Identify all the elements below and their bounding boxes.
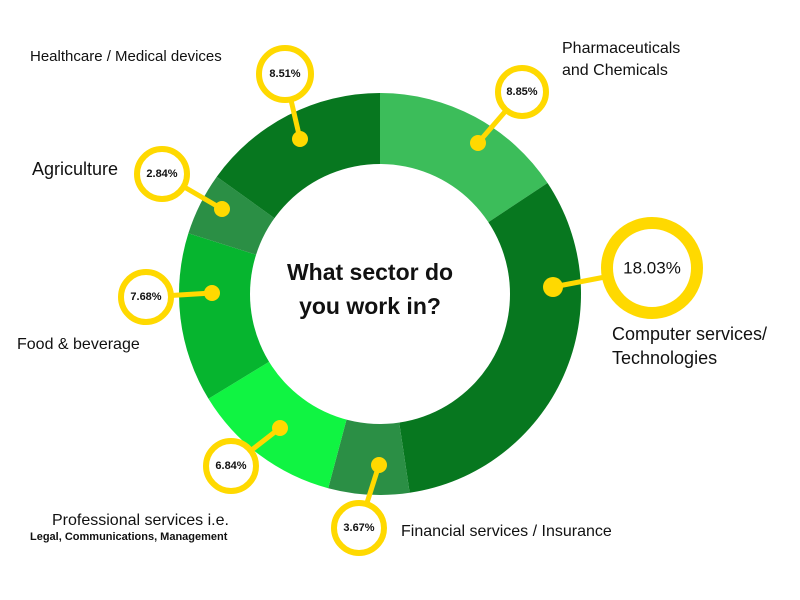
- slice-label-food-beverage: Food & beverage: [17, 334, 140, 356]
- slice-label-pharmaceuticals: Pharmaceuticals and Chemicals: [562, 38, 680, 82]
- callout: 2.84%: [134, 146, 230, 217]
- callout: 18.03%: [543, 217, 703, 319]
- slice-label-line: and Chemicals: [562, 62, 668, 79]
- callout-dot: [272, 420, 288, 436]
- callout: 3.67%: [331, 457, 387, 556]
- chart-title: What sector do you work in?: [286, 259, 454, 319]
- slice-label-professional-services-sub: Legal, Communications, Management: [30, 530, 227, 544]
- callout-dot: [292, 131, 308, 147]
- value-label: 8.51%: [269, 68, 300, 80]
- callout: 8.85%: [470, 65, 549, 151]
- callout-dot: [371, 457, 387, 473]
- slice-label-line: Agriculture: [32, 159, 119, 179]
- value-bubble: [495, 65, 549, 119]
- slice-label-line: Financial services / Insurance: [401, 523, 612, 540]
- value-label: 7.68%: [130, 291, 161, 303]
- slice-label-line: Technologies: [612, 348, 718, 368]
- callout-dot: [214, 201, 230, 217]
- callout-dot: [204, 285, 220, 301]
- callout: 8.51%: [256, 45, 314, 147]
- value-label: 6.84%: [215, 460, 246, 472]
- callout: 6.84%: [203, 420, 288, 494]
- slice-label-line: Healthcare / Medical devices: [30, 48, 222, 65]
- callout: 7.68%: [118, 269, 220, 325]
- slice-label-computer-services: Computer services/ Technologies: [612, 322, 767, 370]
- value-bubble: [601, 217, 703, 319]
- value-bubble: [256, 45, 314, 103]
- value-bubble: [331, 500, 387, 556]
- callout-dot: [470, 135, 486, 151]
- value-label: 8.85%: [506, 86, 537, 98]
- value-label: 2.84%: [146, 168, 177, 180]
- slice-label-line: Professional services i.e.: [52, 512, 229, 529]
- slice-label-healthcare: Healthcare / Medical devices: [30, 46, 222, 68]
- value-bubble: [134, 146, 190, 202]
- slice-label-agriculture: Agriculture: [32, 157, 118, 181]
- slice-label-line: Legal, Communications, Management: [30, 531, 228, 543]
- slice-label-line: Food & beverage: [17, 336, 140, 353]
- slice-label-line: Pharmaceuticals: [562, 40, 681, 57]
- slice-label-financial-services: Financial services / Insurance: [401, 521, 612, 543]
- value-bubble: [203, 438, 259, 494]
- value-label: 18.03%: [623, 259, 681, 278]
- value-bubble: [118, 269, 174, 325]
- value-label: 3.67%: [343, 522, 374, 534]
- callouts: 8.85% 18.03% 3.67% 6.84% 7.68% 2.84% 8.51%: [118, 45, 703, 556]
- slice-label-professional-services: Professional services i.e.: [52, 510, 229, 532]
- donut-hole: [250, 164, 510, 424]
- callout-dot: [543, 277, 563, 297]
- slice-label-line: Computer services/: [612, 324, 768, 344]
